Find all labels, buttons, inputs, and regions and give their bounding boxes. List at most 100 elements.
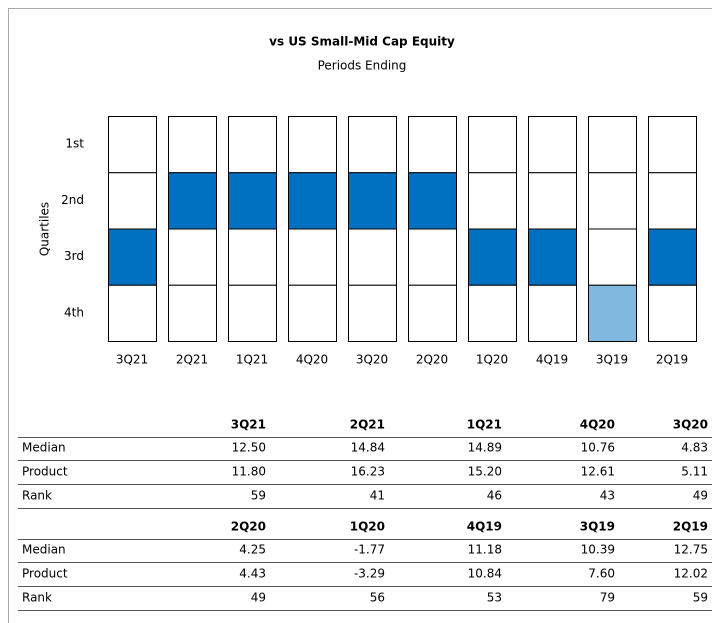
quartile-cell-highlight [228, 172, 277, 230]
table-header: 1Q20 [350, 520, 385, 534]
subtitle: Periods Ending [318, 59, 407, 73]
title: vs US Small-Mid Cap Equity [269, 35, 455, 49]
table-cell: 11.18 [468, 543, 502, 557]
period-label: 3Q19 [596, 353, 628, 367]
quartile-cell [468, 284, 517, 342]
table-cell: -1.77 [354, 543, 385, 557]
table-header: 3Q21 [231, 418, 266, 432]
quartile-cell [528, 284, 577, 342]
table-cell: 12.02 [674, 567, 708, 581]
y-label: Quartiles [38, 202, 52, 256]
quartile-cell [168, 116, 217, 174]
row-label: Rank [22, 591, 52, 605]
quartile-cell [648, 284, 697, 342]
quartile-cell-highlight [648, 228, 697, 286]
quartile-cell [588, 116, 637, 174]
period-label: 2Q19 [656, 353, 688, 367]
table-cell: 12.50 [232, 441, 266, 455]
quartile-cell [528, 116, 577, 174]
row-label: Rank [22, 489, 52, 503]
quartile-label: 4th [64, 305, 84, 319]
period-label: 1Q21 [236, 353, 268, 367]
quartile-cell [288, 284, 337, 342]
quartile-cell [648, 172, 697, 230]
period-label: 4Q19 [536, 353, 568, 367]
quartile-cell [408, 228, 457, 286]
quartile-cell [108, 172, 157, 230]
table-header: 3Q20 [673, 418, 708, 432]
quartile-cell-highlight [108, 228, 157, 286]
quartile-label: 2nd [61, 193, 84, 207]
quartile-label: 3rd [64, 249, 84, 263]
table-cell: 4.83 [681, 441, 708, 455]
table-cell: 56 [370, 591, 385, 605]
quartile-cell [288, 228, 337, 286]
table-cell: 59 [251, 489, 266, 503]
table-header: 1Q21 [467, 418, 502, 432]
table-cell: 59 [693, 591, 708, 605]
quartile-cell [468, 116, 517, 174]
table-cell: 4.43 [239, 567, 266, 581]
quartile-cell [348, 228, 397, 286]
quartile-cell [468, 172, 517, 230]
quartile-cell-highlight [588, 284, 637, 342]
table-header: 2Q20 [231, 520, 266, 534]
table-cell: 4.25 [239, 543, 266, 557]
table-header: 2Q21 [350, 418, 385, 432]
quartile-cell [108, 284, 157, 342]
table-cell: 12.75 [674, 543, 708, 557]
quartile-cell [648, 116, 697, 174]
quartile-cell [228, 284, 277, 342]
period-label: 2Q21 [176, 353, 208, 367]
quartile-cell [348, 284, 397, 342]
row-label: Product [22, 567, 68, 581]
quartile-cell [528, 172, 577, 230]
quartile-cell-highlight [168, 172, 217, 230]
quartile-label: 1st [65, 137, 84, 151]
period-label: 2Q20 [416, 353, 448, 367]
table-cell: 79 [600, 591, 615, 605]
table-cell: -3.29 [354, 567, 385, 581]
table-cell: 43 [600, 489, 615, 503]
quartile-cell [348, 116, 397, 174]
table-header: 3Q19 [580, 520, 615, 534]
quartile-cell [228, 228, 277, 286]
table-cell: 46 [487, 489, 502, 503]
quartile-cell [408, 116, 457, 174]
quartile-cell [408, 284, 457, 342]
table-cell: 10.76 [581, 441, 615, 455]
table-cell: 5.11 [681, 465, 708, 479]
table-cell: 53 [487, 591, 502, 605]
period-label: 3Q20 [356, 353, 388, 367]
table-cell: 11.80 [232, 465, 266, 479]
table-cell: 49 [251, 591, 266, 605]
quartile-cell [588, 172, 637, 230]
period-label: 4Q20 [296, 353, 328, 367]
quartile-cell [168, 228, 217, 286]
row-label: Product [22, 465, 68, 479]
table-cell: 7.60 [588, 567, 615, 581]
quartile-cell [108, 116, 157, 174]
table-cell: 16.23 [351, 465, 385, 479]
table-cell: 14.89 [468, 441, 502, 455]
row-label: Median [22, 543, 66, 557]
quartile-cell-highlight [408, 172, 457, 230]
quartile-cell-highlight [288, 172, 337, 230]
quartile-cell [168, 284, 217, 342]
quartile-cell-highlight [348, 172, 397, 230]
quartile-cell [288, 116, 337, 174]
period-label: 3Q21 [116, 353, 148, 367]
table-cell: 41 [370, 489, 385, 503]
table-cell: 49 [693, 489, 708, 503]
table-header: 4Q19 [467, 520, 502, 534]
table-header: 4Q20 [580, 418, 615, 432]
quartile-cell-highlight [528, 228, 577, 286]
table-cell: 10.84 [468, 567, 502, 581]
table-cell: 14.84 [351, 441, 385, 455]
table-header: 2Q19 [673, 520, 708, 534]
period-label: 1Q20 [476, 353, 508, 367]
table-cell: 12.61 [581, 465, 615, 479]
quartile-cell [228, 116, 277, 174]
row-label: Median [22, 441, 66, 455]
